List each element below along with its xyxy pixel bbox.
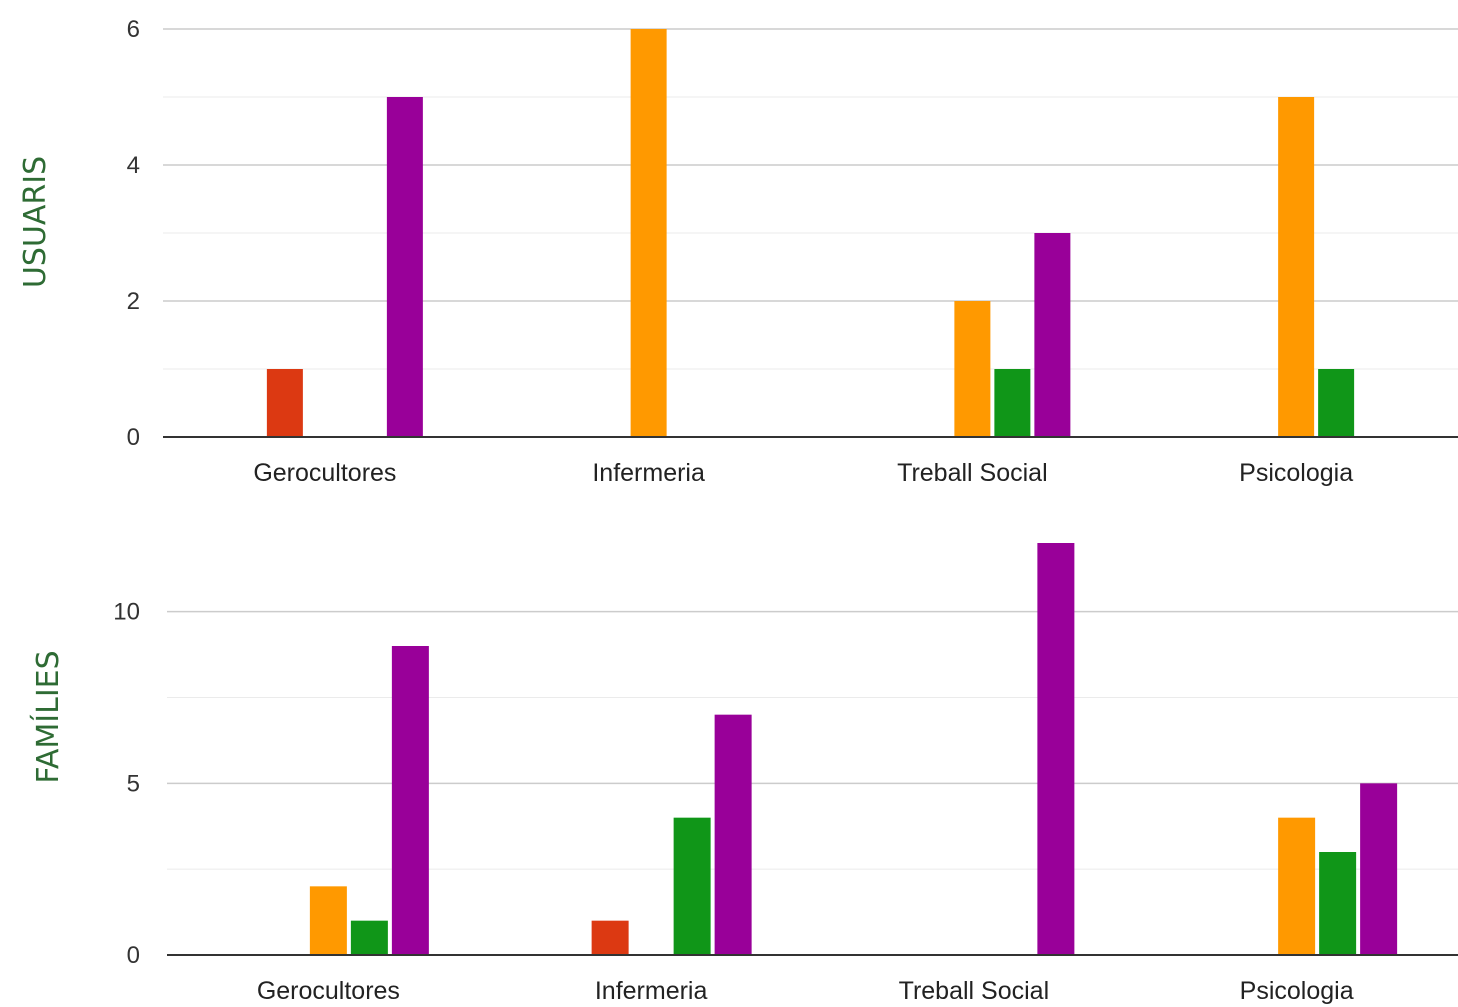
bar-psicologia-orange — [1278, 97, 1315, 437]
y-tick-label: 5 — [127, 770, 140, 797]
bar-gerocultores-purple — [386, 97, 423, 437]
x-category-label: Gerocultores — [253, 459, 396, 487]
bar-gerocultores-purple — [391, 646, 429, 955]
bar-gerocultores-green — [350, 920, 388, 955]
bar-treball-social-purple — [1037, 543, 1075, 955]
y-tick-label: 4 — [127, 152, 140, 179]
bar-infermeria-orange — [630, 29, 667, 437]
bar-psicologia-orange — [1278, 817, 1316, 955]
chart-side-label: USUARIS — [18, 156, 53, 288]
bar-treball-social-purple — [1034, 233, 1071, 437]
y-tick-label: 2 — [127, 288, 140, 315]
x-category-label: Infermeria — [595, 977, 708, 1005]
x-category-label: Treball Social — [899, 977, 1050, 1005]
y-tick-label: 6 — [127, 16, 140, 43]
families-chart: 0 5 10 FAMÍLIES Gerocultores Infermeria Trebal… — [30, 543, 1458, 1005]
y-tick-label: 10 — [113, 599, 140, 626]
bar-psicologia-green — [1319, 852, 1357, 955]
bar-treball-social-green — [994, 369, 1031, 437]
bar-gerocultores-red — [266, 369, 303, 437]
y-tick-label: 0 — [127, 942, 140, 969]
x-category-label: Psicologia — [1240, 977, 1354, 1005]
usuaris-chart: 0 2 4 6 USUARIS Gerocultores Infermeria Treball… — [18, 16, 1458, 487]
x-category-label: Gerocultores — [257, 977, 400, 1005]
chart-side-label: FAMÍLIES — [30, 650, 66, 783]
bar-infermeria-red — [591, 920, 629, 955]
x-category-label: Treball Social — [897, 459, 1048, 487]
bar-gerocultores-orange — [309, 886, 347, 955]
x-category-label: Psicologia — [1239, 459, 1353, 487]
bar-infermeria-purple — [714, 714, 752, 955]
x-category-label: Infermeria — [592, 459, 705, 487]
bar-infermeria-green — [673, 817, 711, 955]
bar-psicologia-green — [1318, 369, 1355, 437]
y-tick-label: 0 — [127, 424, 140, 451]
bar-psicologia-purple — [1360, 783, 1398, 955]
bar-treball-social-orange — [954, 301, 991, 437]
